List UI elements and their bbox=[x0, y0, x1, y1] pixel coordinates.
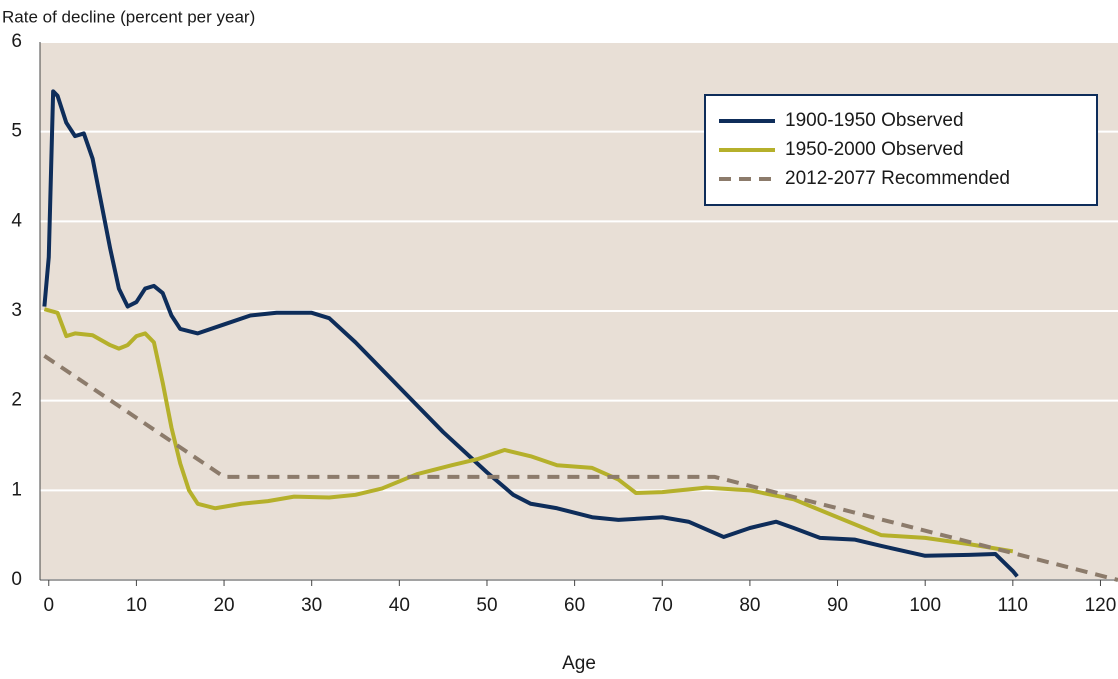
y-tick-label: 3 bbox=[11, 300, 22, 321]
chart-title: Rate of decline (percent per year) bbox=[2, 7, 255, 26]
y-tick-label: 0 bbox=[11, 569, 22, 590]
y-tick-label: 6 bbox=[11, 31, 22, 52]
x-tick-label: 30 bbox=[301, 595, 322, 616]
legend-label: 2012-2077 Recommended bbox=[785, 168, 1010, 189]
x-tick-label: 40 bbox=[389, 595, 410, 616]
y-tick-label: 5 bbox=[11, 121, 22, 142]
legend-label: 1950-2000 Observed bbox=[785, 139, 964, 160]
x-tick-label: 120 bbox=[1085, 595, 1117, 616]
x-tick-label: 110 bbox=[998, 595, 1028, 616]
x-tick-label: 20 bbox=[213, 595, 234, 616]
x-tick-label: 60 bbox=[564, 595, 585, 616]
series-line bbox=[42, 89, 1019, 578]
series-line bbox=[43, 354, 1118, 582]
series-line bbox=[43, 307, 1014, 554]
legend-label: 1900-1950 Observed bbox=[785, 110, 964, 131]
x-tick-label: 0 bbox=[43, 595, 54, 616]
x-tick-label: 10 bbox=[126, 595, 147, 616]
x-tick-label: 90 bbox=[827, 595, 848, 616]
x-tick-label: 100 bbox=[909, 595, 941, 616]
x-tick-label: 70 bbox=[652, 595, 673, 616]
x-tick-label: 50 bbox=[476, 595, 497, 616]
y-tick-label: 4 bbox=[11, 210, 22, 231]
y-tick-label: 1 bbox=[11, 479, 22, 500]
x-axis-label: Age bbox=[562, 653, 596, 674]
x-tick-label: 80 bbox=[739, 595, 760, 616]
y-tick-label: 2 bbox=[11, 390, 22, 411]
